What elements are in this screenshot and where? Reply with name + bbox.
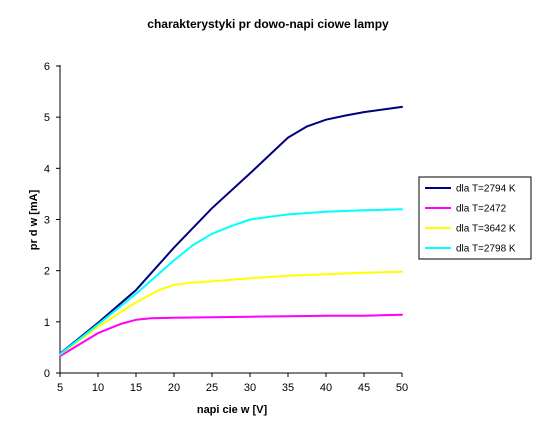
y-tick-label: 3 — [44, 215, 50, 227]
x-tick-label: 35 — [282, 382, 294, 394]
series-line-3 — [59, 270, 403, 356]
legend-items: dla T=2794 K dla T=2472 dla T=3642 K dla T=… — [425, 184, 516, 255]
legend-label: dla T=2794 K — [456, 184, 516, 195]
y-tick-label: 6 — [44, 61, 50, 73]
x-tick-label: 15 — [130, 382, 142, 394]
series-line-4 — [59, 208, 403, 356]
x-tick-label: 45 — [358, 382, 370, 394]
x-tick-label: 20 — [168, 382, 180, 394]
x-tick-label: 25 — [206, 382, 218, 394]
y-ticks: 0 1 2 3 4 5 6 — [44, 61, 60, 380]
x-tick-label: 50 — [396, 382, 408, 394]
x-ticks: 5 10 15 20 25 30 35 40 45 50 — [57, 373, 408, 394]
x-tick-label: 5 — [57, 382, 63, 394]
y-axis-title: pr d w [mA] — [28, 189, 40, 250]
x-tick-label: 30 — [244, 382, 256, 394]
legend-label: dla T=2472 — [456, 204, 507, 215]
series-lines — [59, 105, 403, 358]
y-tick-label: 0 — [44, 368, 50, 380]
y-tick-label: 5 — [44, 112, 50, 124]
x-tick-label: 40 — [320, 382, 332, 394]
series-line-1 — [59, 105, 403, 355]
legend: dla T=2794 K dla T=2472 dla T=3642 K dla T=… — [418, 176, 532, 260]
y-tick-label: 2 — [44, 266, 50, 278]
y-tick-label: 4 — [44, 163, 50, 175]
x-tick-label: 10 — [92, 382, 104, 394]
legend-box — [418, 176, 532, 260]
x-axis-title: napi cie w [V] — [197, 404, 268, 416]
chart-title: charakterystyki pr dowo-napi ciowe lampy — [147, 17, 389, 31]
y-tick-label: 1 — [44, 317, 50, 329]
series-line-2 — [59, 313, 403, 358]
legend-label: dla T=3642 K — [456, 224, 516, 235]
legend-label: dla T=2798 K — [456, 244, 516, 255]
